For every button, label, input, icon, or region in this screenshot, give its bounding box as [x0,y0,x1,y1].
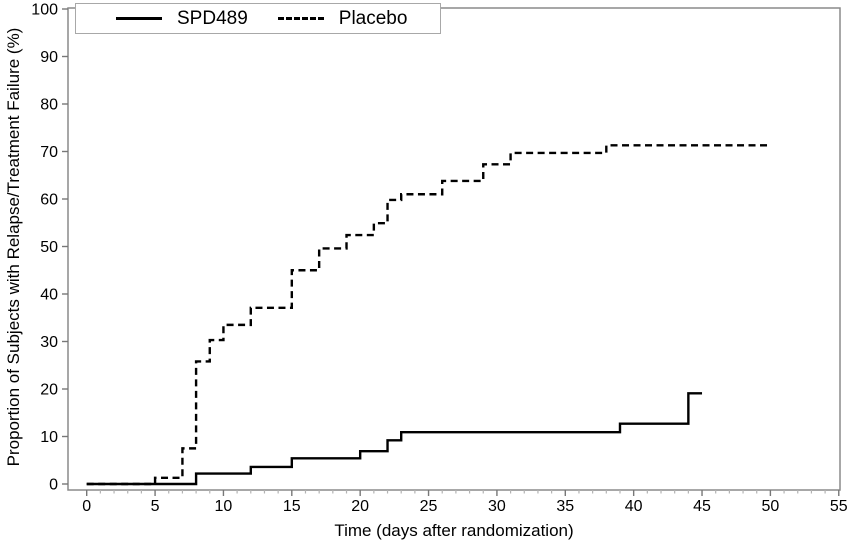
legend: SPD489 Placebo [75,3,441,34]
x-tick-label: 30 [488,498,506,515]
y-tick-label: 100 [31,2,58,19]
y-tick-label: 20 [40,382,58,399]
y-tick-label: 70 [40,144,58,161]
x-axis-title: Time (days after randomization) [334,521,574,540]
y-tick-label: 10 [40,429,58,446]
x-tick-label: 25 [420,498,438,515]
placebo-line-sample-icon [277,17,324,20]
placebo-curve [86,144,771,486]
x-tick-label: 5 [151,498,160,515]
y-tick-label: 80 [40,97,58,114]
y-tick-label: 30 [40,334,58,351]
y-tick-label: 40 [40,287,58,304]
x-tick-label: 55 [830,498,848,515]
y-tick-label: 0 [49,477,58,494]
x-axis-minor-ticks [99,490,826,494]
y-tick-label: 60 [40,192,58,209]
x-tick-label: 50 [762,498,780,515]
x-tick-label: 10 [215,498,233,515]
y-tick-label: 90 [40,49,58,66]
x-axis-ticks: 0 5 10 15 20 25 30 35 40 45 50 55 [82,490,848,515]
y-tick-label: 50 [40,239,58,256]
x-tick-label: 35 [556,498,574,515]
y-axis-title: Proportion of Subjects with Relapse/Trea… [4,27,23,467]
x-tick-label: 0 [82,498,91,515]
x-tick-label: 15 [283,498,301,515]
y-axis-ticks: 0 10 20 30 40 50 60 70 80 90 100 [31,2,68,494]
x-tick-label: 20 [351,498,369,515]
spd489-curve [86,392,703,486]
plot-frame [67,7,841,491]
x-tick-label: 45 [693,498,711,515]
legend-label-placebo: Placebo [338,7,408,29]
legend-label-spd489: SPD489 [177,7,248,29]
x-tick-label: 40 [625,498,643,515]
spd489-line-sample-icon [116,17,162,20]
